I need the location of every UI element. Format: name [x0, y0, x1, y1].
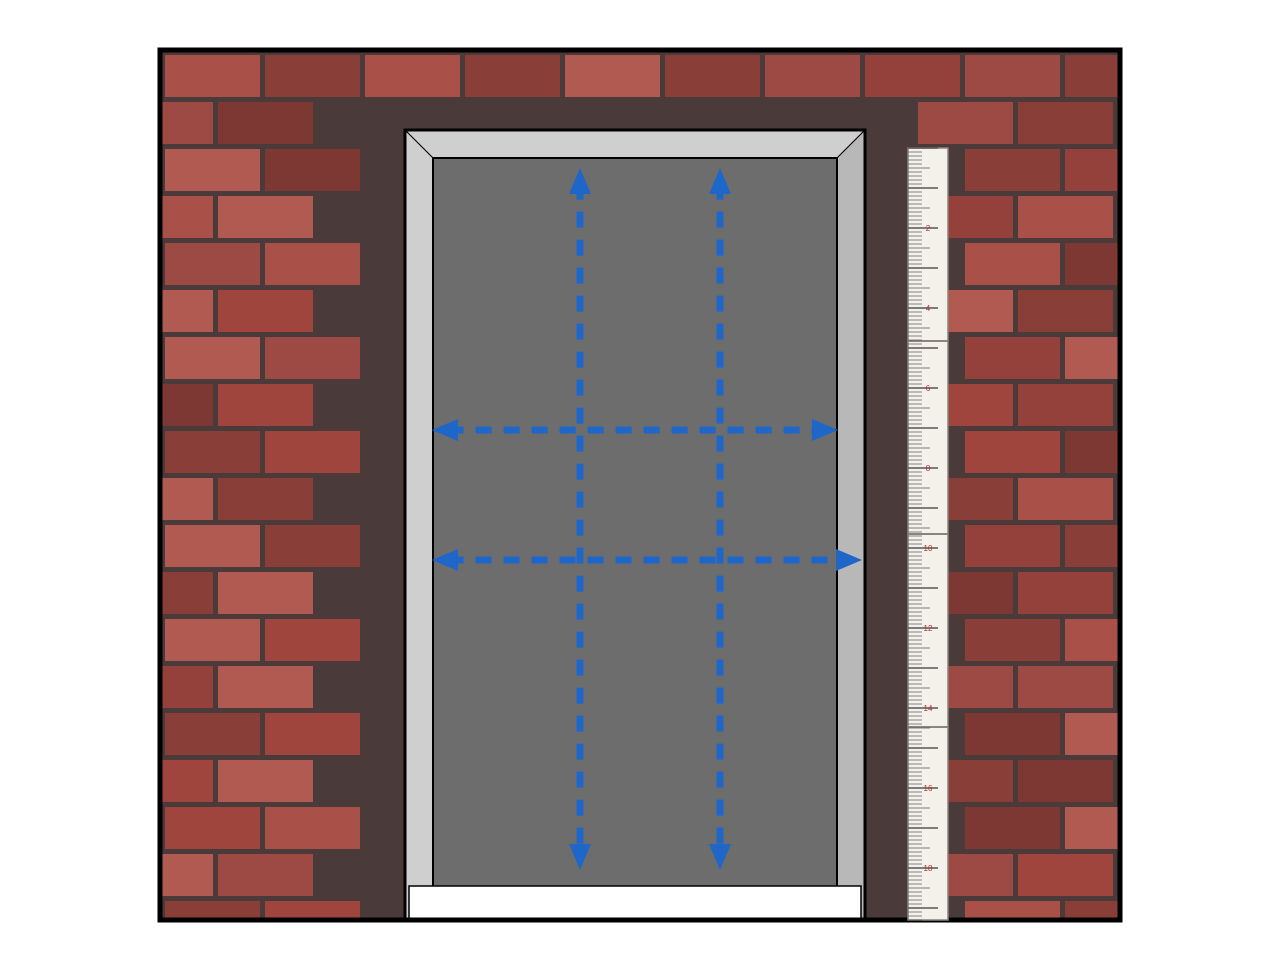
svg-text:10: 10 [924, 544, 933, 553]
svg-text:18: 18 [924, 864, 933, 873]
svg-text:8: 8 [926, 464, 931, 473]
svg-text:12: 12 [924, 624, 933, 633]
svg-text:4: 4 [926, 304, 931, 313]
diagram-stage: 2 4 6 8 10 12 14 16 18 [0, 0, 1280, 960]
door-measurement-diagram: 2 4 6 8 10 12 14 16 18 [0, 0, 1280, 960]
svg-text:2: 2 [926, 224, 931, 233]
folding-ruler: 2 4 6 8 10 12 14 16 18 [908, 148, 948, 920]
svg-text:16: 16 [924, 784, 933, 793]
svg-text:14: 14 [924, 704, 933, 713]
svg-text:6: 6 [926, 384, 931, 393]
